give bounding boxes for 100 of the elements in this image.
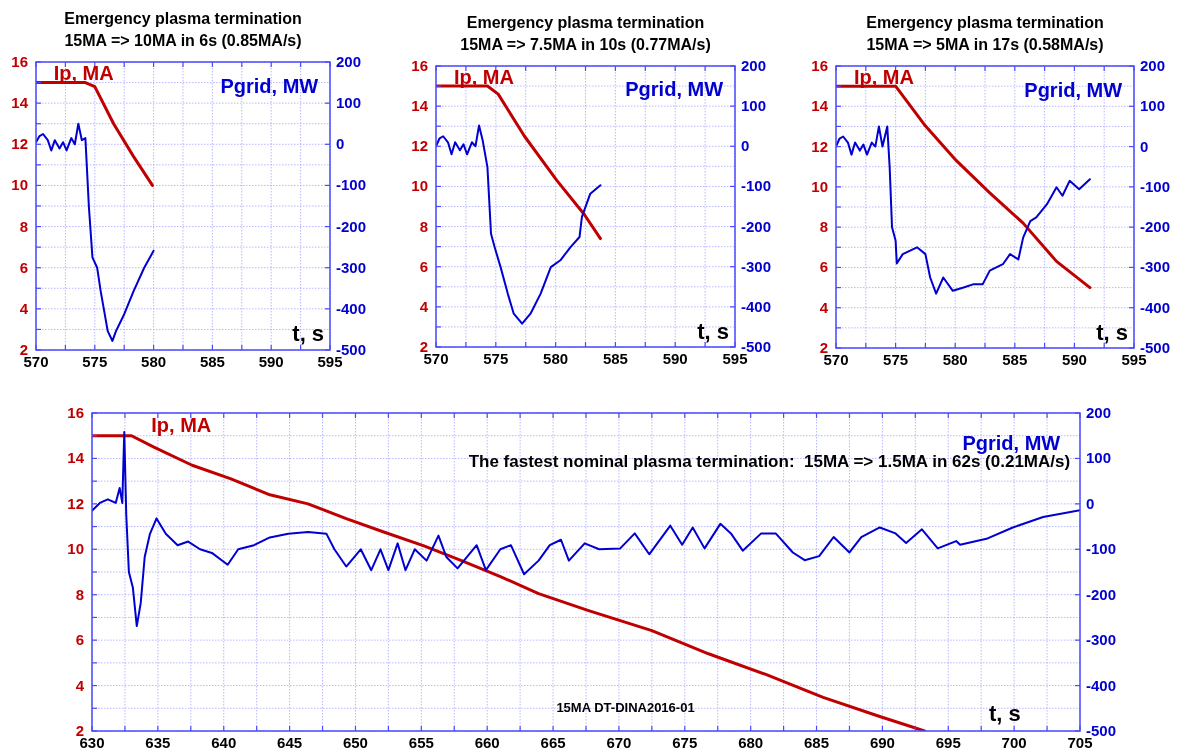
y2-tick-label: 0 [336, 135, 345, 153]
y-tick-label: 16 [11, 53, 28, 70]
y2-tick-label: -100 [336, 176, 367, 194]
y2-tick-label: -400 [336, 299, 367, 317]
x-tick-label: 665 [540, 734, 566, 751]
x-tick-label: 660 [474, 734, 500, 751]
x-tick-label: 575 [483, 350, 509, 367]
line-series [92, 434, 927, 731]
y-tick-label: 2 [819, 339, 828, 356]
x-tick-label: 670 [606, 734, 632, 751]
y2-tick-label: 200 [1140, 57, 1166, 74]
series-label: Ip, MA [151, 414, 212, 437]
y-tick-label: 8 [19, 217, 28, 235]
y2-tick-label: -100 [1086, 540, 1117, 558]
x-tick-label: 655 [408, 734, 434, 751]
y2-tick-label: -300 [1140, 258, 1171, 276]
x-tick-label: 590 [258, 353, 284, 370]
x-tick-label: 590 [1061, 351, 1087, 368]
y-tick-label: 10 [411, 177, 428, 195]
y-tick-label: 6 [419, 257, 428, 275]
chart-subtitle: 15MA => 5MA in 17s (0.58MA/s) [866, 36, 1104, 53]
y-tick-label: 14 [67, 449, 85, 467]
y-tick-label: 14 [811, 97, 829, 115]
y2-tick-label: -100 [1140, 177, 1171, 195]
x-axis-title: t, s [988, 701, 1021, 727]
y2-tick-label: 100 [741, 97, 767, 115]
x-tick-label: 650 [342, 734, 368, 751]
y2-tick-label: -300 [1086, 631, 1117, 649]
text: Pgrid, MW [220, 75, 319, 98]
y2-tick-label: -400 [741, 297, 772, 315]
x-axis-title: t, s [1096, 319, 1129, 345]
y2-tick-label: 200 [1086, 404, 1112, 421]
y2-tick-label: -200 [336, 217, 367, 235]
y2-tick-label: 200 [741, 57, 767, 74]
y-tick-label: 6 [19, 258, 28, 276]
y-tick-label: 8 [75, 585, 84, 603]
y-tick-label: 4 [819, 298, 829, 316]
x-tick-label: 580 [942, 351, 968, 368]
y2-tick-label: -400 [1140, 298, 1171, 316]
x-tick-label: 580 [543, 350, 569, 367]
y-tick-label: 16 [411, 57, 428, 74]
y2-tick-label: -300 [336, 258, 367, 276]
y-tick-label: 10 [67, 540, 84, 558]
y-tick-label: 6 [819, 258, 828, 276]
y2-tick-label: -300 [741, 257, 772, 275]
text: Pgrid, MW [962, 431, 1061, 454]
y2-tick-label: 100 [1086, 449, 1112, 467]
x-tick-label: 640 [211, 734, 237, 751]
x-tick-label: 580 [141, 353, 167, 370]
x-tick-label: 680 [738, 734, 764, 751]
line-series [36, 81, 154, 187]
y2-tick-label: 100 [336, 94, 362, 112]
x-tick-label: 575 [82, 353, 108, 370]
y2-tick-label: 0 [741, 137, 750, 155]
x-tick-label: 575 [883, 351, 909, 368]
y-tick-label: 14 [411, 97, 429, 115]
y-tick-label: 16 [67, 404, 84, 421]
y-tick-label: 4 [419, 297, 429, 315]
y-tick-label: 10 [811, 177, 828, 195]
text: Pgrid, MW [1024, 78, 1123, 101]
line-series [836, 125, 1091, 295]
y-tick-label: 8 [819, 218, 828, 236]
x-tick-label: 635 [145, 734, 171, 751]
x-tick-label: 700 [1001, 734, 1027, 751]
y-tick-label: 2 [419, 338, 428, 355]
y-tick-label: 16 [811, 57, 828, 74]
chart-title: Emergency plasma termination [466, 14, 705, 31]
y-tick-label: 2 [75, 722, 84, 739]
y-tick-label: 8 [419, 217, 428, 235]
y-tick-label: 10 [11, 176, 28, 194]
x-tick-label: 585 [1002, 351, 1028, 368]
y2-tick-label: -400 [1086, 676, 1117, 694]
y-tick-label: 12 [411, 137, 428, 155]
y2-tick-label: 0 [1086, 494, 1095, 512]
y-tick-label: 2 [19, 341, 28, 358]
x-axis-title: t, s [697, 318, 730, 344]
y2-tick-label: -200 [741, 217, 772, 235]
x-axis-title: t, s [292, 321, 325, 347]
x-tick-label: 690 [869, 734, 895, 751]
x-tick-label: 645 [277, 734, 303, 751]
y2-tick-label: -100 [741, 177, 772, 195]
x-tick-label: 695 [935, 734, 961, 751]
x-tick-label: 590 [662, 350, 688, 367]
chart-title: Emergency plasma termination [64, 10, 302, 27]
text: Pgrid, MW [625, 78, 724, 101]
x-tick-label: 675 [672, 734, 698, 751]
y2-tick-label: 100 [1140, 97, 1166, 115]
y2-tick-label: 0 [1140, 137, 1149, 155]
y2-tick-label: -200 [1140, 218, 1171, 236]
y2-tick-label: -200 [1086, 585, 1117, 603]
y-tick-label: 12 [811, 137, 828, 155]
annotation: 15MA DT-DINA2016-01 [556, 699, 695, 715]
x-tick-label: 585 [199, 353, 225, 370]
x-tick-label: 585 [602, 350, 628, 367]
y-tick-label: 12 [67, 494, 84, 512]
chart-subtitle: 15MA => 7.5MA in 10s (0.77MA/s) [460, 36, 711, 53]
y-tick-label: 6 [75, 631, 84, 649]
x-tick-label: 685 [804, 734, 830, 751]
y-tick-label: 4 [75, 676, 85, 694]
line-series [436, 124, 602, 325]
